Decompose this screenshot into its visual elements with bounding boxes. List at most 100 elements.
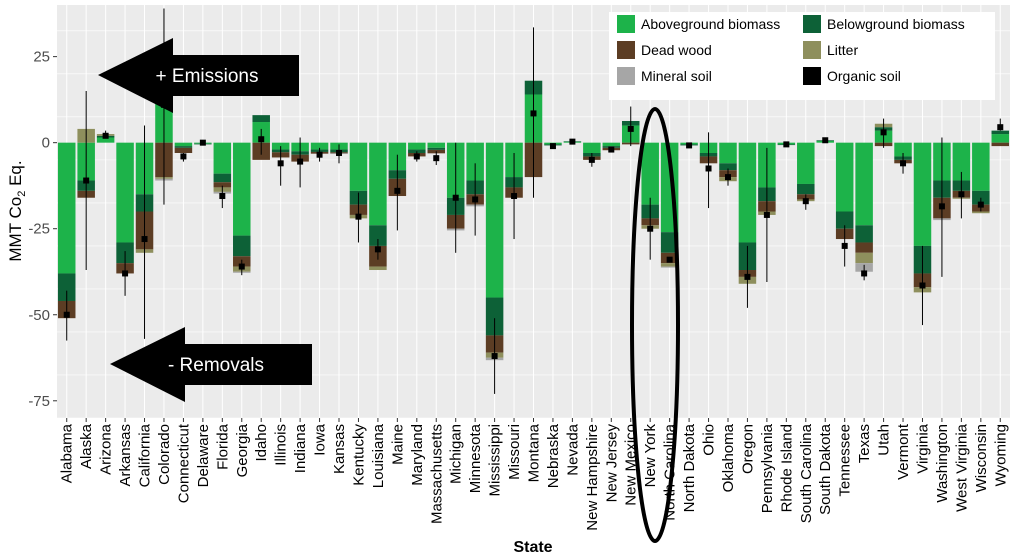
legend: Aboveground biomass Belowground biomass De… [609,12,995,100]
net-point [336,149,343,156]
bar-segment [369,142,387,226]
x-tick-label: Nevada [564,423,581,475]
y-tick-label: -50 [28,307,50,324]
x-tick-label: Rhode Island [778,424,795,512]
bar-segment [855,225,873,243]
x-tick-label: Alabama [59,423,76,483]
x-tick-label: Maryland [409,424,426,486]
x-tick-label: Connecticut [175,423,192,503]
net-point [491,353,498,360]
y-tick-label: 25 [33,49,50,66]
emissions-arrow: + Emissions [98,38,299,113]
net-point [277,160,284,167]
x-tick-label: Georgia [234,423,251,477]
x-tick-label: Tennessee [837,424,854,497]
legend-swatch [803,15,821,33]
legend-label: Belowground biomass [827,16,965,32]
x-tick-label: Wyoming [992,424,1009,486]
x-tick-label: Delaware [195,424,212,487]
bar-segment [738,142,757,243]
x-tick-label: Mississippi [487,424,504,497]
x-tick-label: Maine [389,424,406,465]
x-tick-label: Vermont [895,423,912,480]
net-point [724,174,731,181]
net-point [141,236,148,243]
net-point [861,270,868,277]
net-point [102,132,109,139]
net-point [433,155,440,162]
legend-swatch [803,67,821,85]
net-point [666,256,673,263]
bar-segment [719,163,737,171]
net-point [705,165,712,172]
net-point [316,151,323,158]
bar-segment [660,263,679,267]
net-point [977,201,984,208]
bar-segment [96,137,115,143]
bar-segment [660,266,679,268]
net-point [122,270,129,277]
x-axis: Alabama Alaska Arizona Arkansas California Co… [59,418,1009,531]
bar-segment [835,142,854,212]
x-tick-label: New Hampshire [584,424,601,531]
x-tick-label: Texas [856,424,873,463]
net-point [958,191,965,198]
net-point [258,136,265,143]
bar-segment [310,142,329,150]
bar-segment [913,142,932,246]
net-point [199,139,206,146]
x-tick-label: Indiana [292,423,309,473]
x-tick-label: Michigan [448,424,465,484]
y-tick-label: -25 [28,221,50,238]
bar-segment [991,142,1010,147]
x-tick-label: Kentucky [350,424,367,486]
bar-segment [660,232,679,253]
net-point [530,110,537,117]
net-point [763,211,770,218]
removals-label: - Removals [168,355,264,376]
x-tick-label: Colorado [156,424,173,485]
bar-segment [427,147,446,150]
x-tick-label: Washington [934,424,951,503]
net-point [219,193,226,200]
bar-segment [349,142,368,191]
x-tick-label: Idaho [253,424,270,462]
net-point [238,263,245,270]
removals-arrow: - Removals [110,327,312,402]
new-york-highlight [630,107,680,543]
x-tick-label: Iowa [312,423,329,455]
bar-segment [213,182,232,188]
legend-swatch [617,15,635,33]
net-point [647,225,654,232]
bar-segment [797,142,815,184]
net-point [83,177,90,184]
legend-label: Dead wood [641,42,712,58]
net-point [413,153,420,160]
net-point [511,193,518,200]
bar-segment [972,211,990,214]
legend-label: Litter [827,42,858,58]
net-point [900,160,907,167]
bar-segment [408,142,426,150]
net-point [802,198,809,205]
bar-segment [583,142,601,153]
x-tick-label: Ohio [701,424,718,456]
legend-label: Organic soil [827,68,901,84]
x-tick-label: Virginia [914,423,931,473]
bar-segment [855,252,873,264]
net-point [880,129,887,136]
net-point [841,242,848,249]
net-point [627,125,634,132]
legend-label: Mineral soil [641,68,712,84]
emissions-label: + Emissions [156,66,259,87]
bar-segment [369,225,387,246]
bar-segment [991,134,1010,143]
bar-segment [174,147,193,153]
net-point [452,194,459,201]
bar-segment [174,146,193,148]
net-point [783,141,790,148]
legend-swatch [617,41,635,59]
legend-swatch [617,67,635,85]
x-tick-label: Missouri [506,424,523,480]
